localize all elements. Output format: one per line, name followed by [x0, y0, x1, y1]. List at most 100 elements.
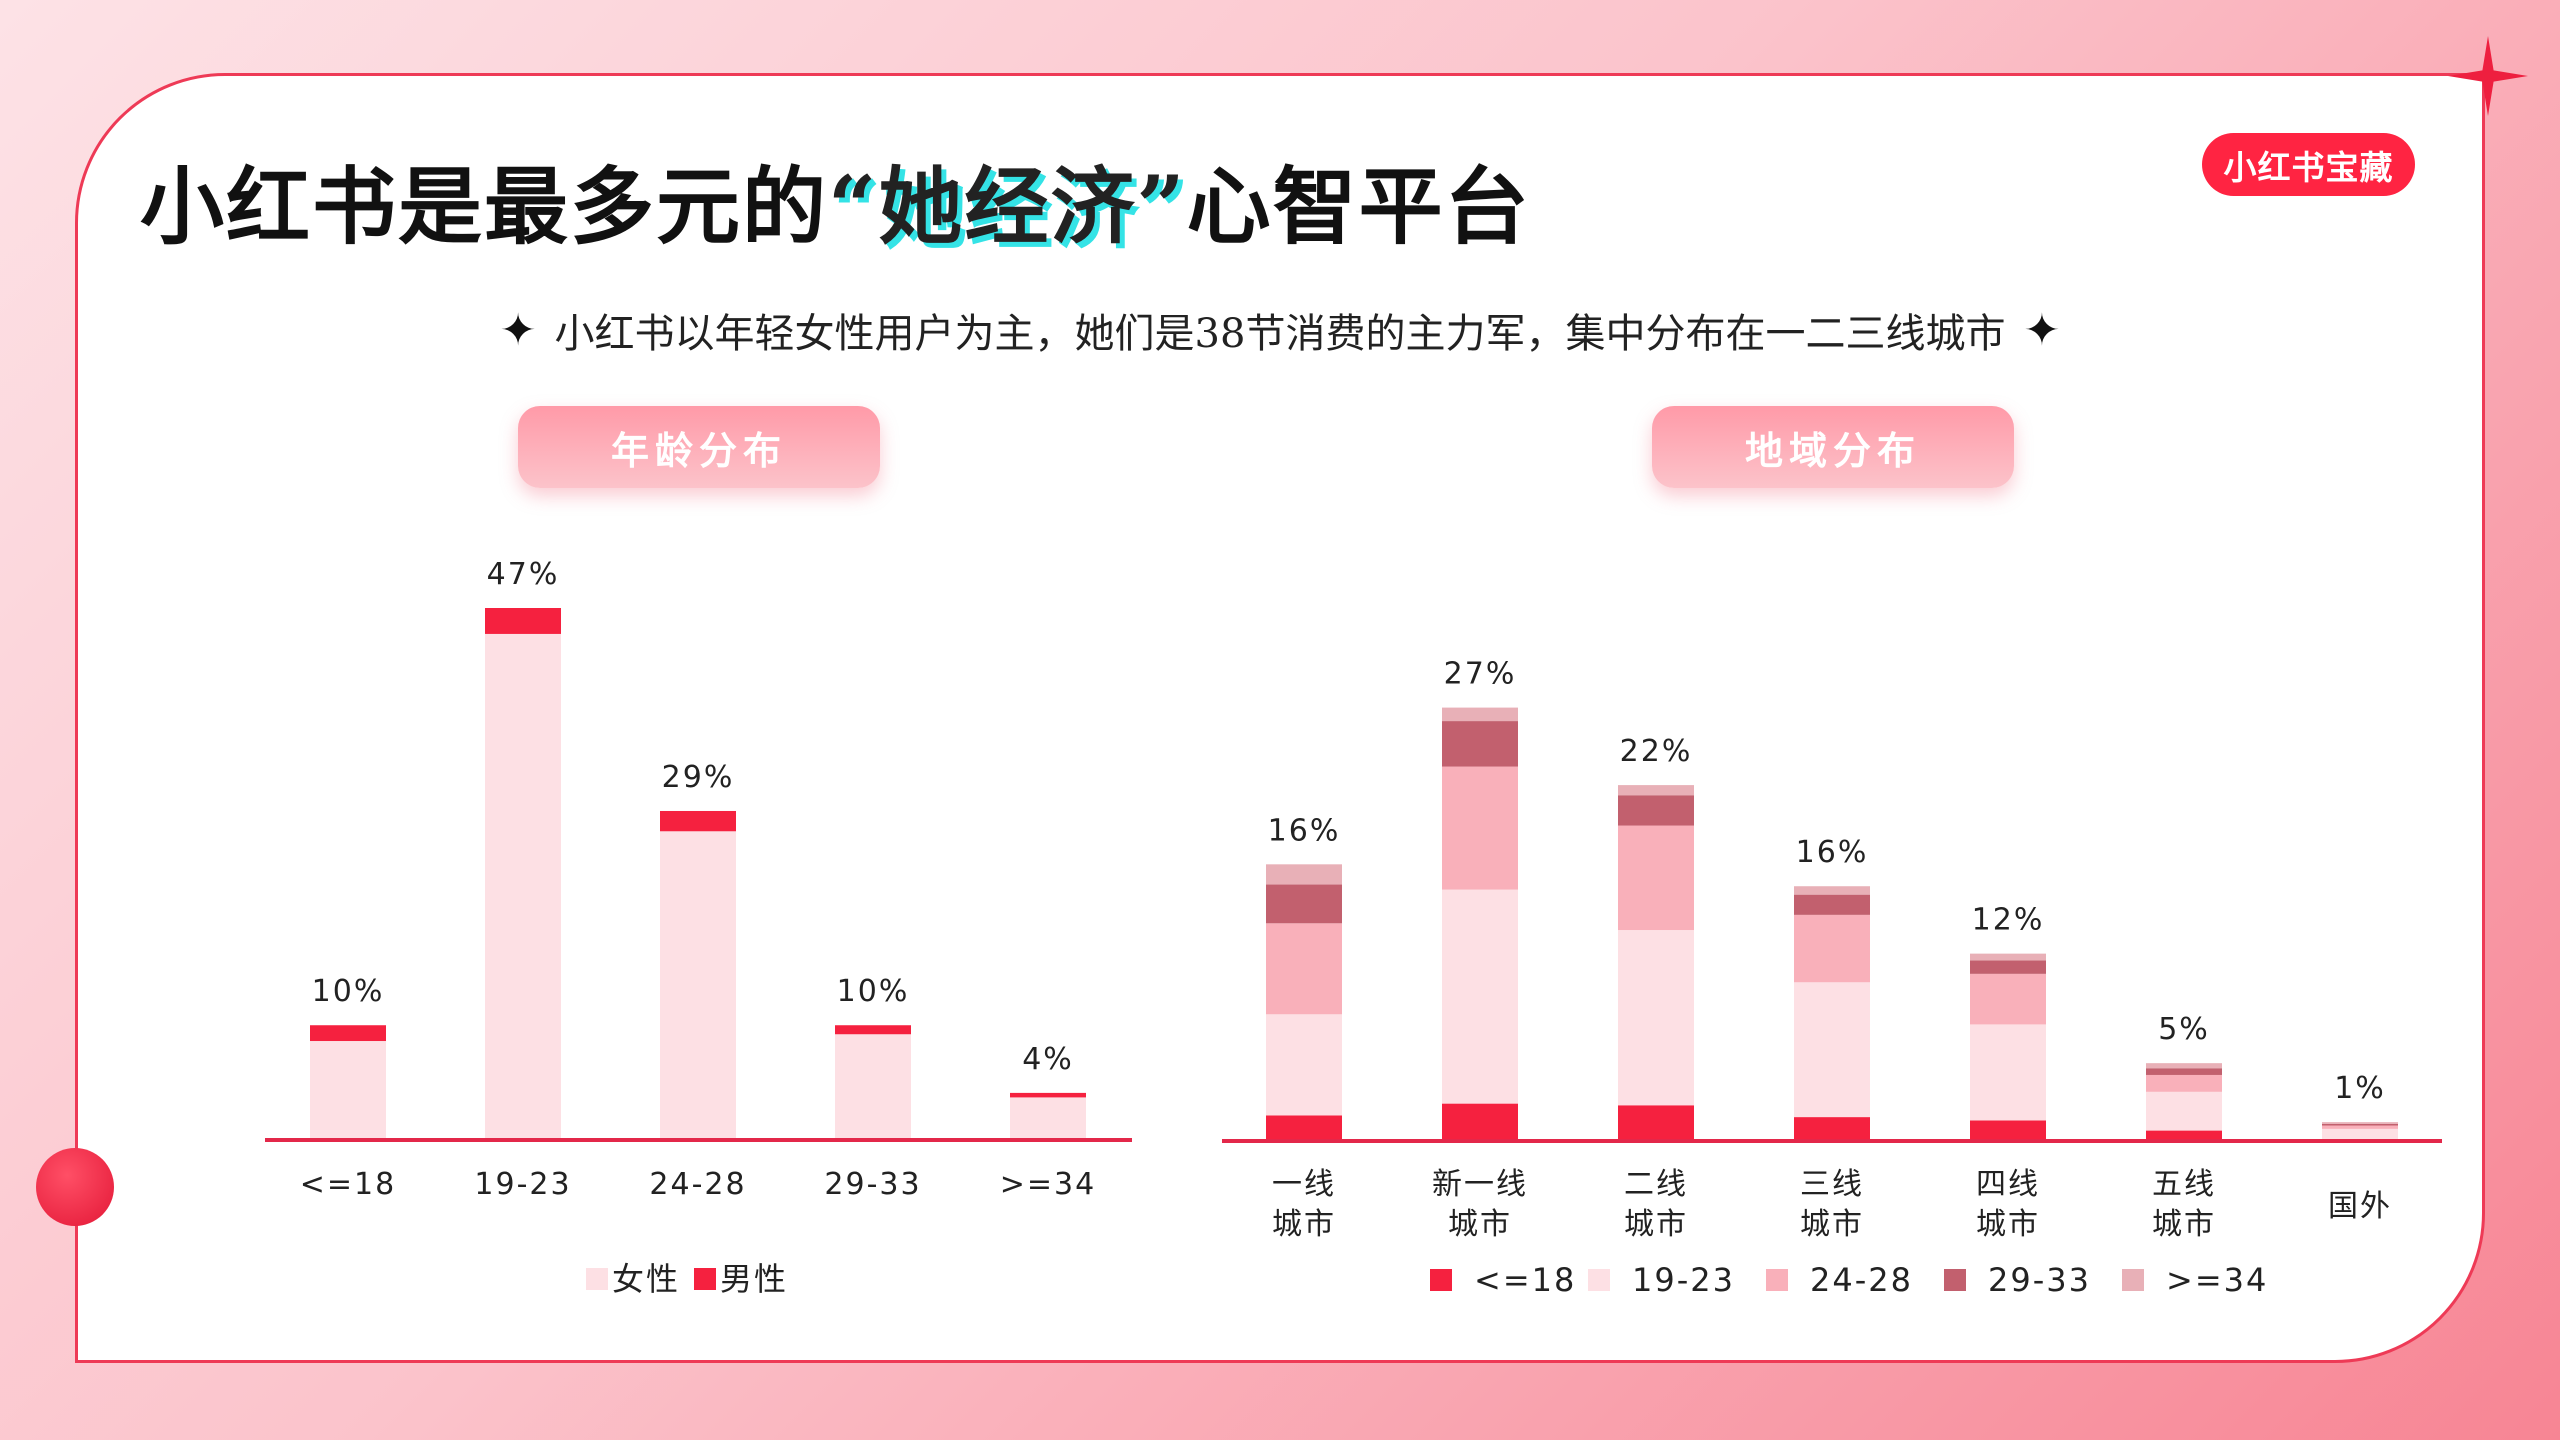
region-bar-6-4 [2322, 1122, 2398, 1124]
region-bar-4-4 [1970, 953, 2046, 961]
region-bar-3-1 [1794, 982, 1870, 1118]
region-bar-3-4 [1794, 886, 1870, 895]
subtitle: ✦ 小红书以年轻女性用户为主，她们是38节消费的主力军，集中分布在一二三线城市 … [0, 300, 2560, 360]
region-bar-1-4 [1442, 707, 1518, 722]
age-bar-1-0 [485, 633, 561, 1138]
content-card [75, 73, 2485, 1363]
region-bar-4-3 [1970, 960, 2046, 974]
region-legend-swatch-0 [1430, 1269, 1452, 1291]
region-tick-label-4-0: 四线 [1976, 1167, 2040, 1202]
region-bar-1-3 [1442, 721, 1518, 767]
region-data-label-0: 16% [1268, 813, 1341, 848]
region-data-label-1: 27% [1444, 657, 1517, 692]
age-tick-label-2: 24-28 [649, 1167, 746, 1202]
region-tick-label-1-1: 城市 [1448, 1207, 1512, 1242]
region-tick-label-1-0: 新一线 [1432, 1167, 1528, 1202]
region-tick-label-0-0: 一线 [1272, 1167, 1336, 1202]
sparkle-right-icon: ✦ [2023, 304, 2061, 356]
region-bar-2-1 [1618, 930, 1694, 1106]
region-bar-1-0 [1442, 1103, 1518, 1139]
region-bar-3-3 [1794, 894, 1870, 915]
age-bar-4-1 [1010, 1092, 1086, 1098]
region-legend-label-1: 19-23 [1632, 1261, 1735, 1299]
region-tick-label-2-1: 城市 [1624, 1207, 1688, 1242]
age-bar-0-1 [310, 1025, 386, 1042]
age-data-label-1: 47% [487, 557, 560, 592]
region-bar-3-0 [1794, 1117, 1870, 1139]
region-bar-5-2 [2146, 1074, 2222, 1092]
region-section-title: 地域分布 [1652, 406, 2014, 488]
page-title: 小红书是最多元的“她经济”心智平台 [140, 140, 1531, 261]
age-bar-4-0 [1010, 1097, 1086, 1138]
title-highlight: “她经济” [828, 157, 1187, 256]
region-bar-5-0 [2146, 1130, 2222, 1139]
age-bar-3-1 [835, 1025, 911, 1035]
region-legend-label-4: >=34 [2166, 1261, 2268, 1299]
brand-logo: 小红书宝藏 [2202, 133, 2415, 196]
age-legend-swatch-0 [586, 1268, 608, 1290]
region-data-label-5: 5% [2158, 1012, 2210, 1047]
region-tick-label-3-0: 三线 [1800, 1167, 1864, 1202]
age-tick-label-4: >=34 [1000, 1167, 1096, 1202]
region-legend-label-3: 29-33 [1988, 1261, 2091, 1299]
age-bar-2-1 [660, 810, 736, 832]
age-bar-0-0 [310, 1041, 386, 1138]
age-legend-swatch-1 [694, 1268, 716, 1290]
region-tick-label-4-1: 城市 [1976, 1207, 2040, 1242]
region-bar-2-4 [1618, 785, 1694, 796]
region-bar-0-3 [1266, 884, 1342, 924]
region-bar-2-2 [1618, 825, 1694, 931]
region-legend-label-2: 24-28 [1810, 1261, 1913, 1299]
age-section-title: 年龄分布 [518, 406, 880, 488]
region-legend-label-0: <=18 [1474, 1261, 1576, 1299]
age-bar-3-0 [835, 1034, 911, 1138]
sparkle-left-icon: ✦ [499, 304, 537, 356]
subtitle-text: 小红书以年轻女性用户为主，她们是38节消费的主力军，集中分布在一二三线城市 [554, 311, 2006, 357]
region-bar-4-0 [1970, 1120, 2046, 1139]
region-legend-swatch-4 [2122, 1269, 2144, 1291]
age-data-label-3: 10% [837, 974, 910, 1009]
region-tick-label-6: 国外 [2328, 1189, 2392, 1224]
region-bar-3-2 [1794, 914, 1870, 983]
region-legend-swatch-3 [1944, 1269, 1966, 1291]
region-bar-1-1 [1442, 889, 1518, 1104]
region-tick-label-5-0: 五线 [2152, 1167, 2216, 1202]
region-bar-5-4 [2146, 1063, 2222, 1069]
age-bar-2-0 [660, 831, 736, 1138]
region-legend-swatch-2 [1766, 1269, 1788, 1291]
region-tick-label-2-0: 二线 [1624, 1167, 1688, 1202]
region-data-label-6: 1% [2334, 1071, 2386, 1106]
region-tick-label-0-1: 城市 [1272, 1207, 1336, 1242]
region-bar-0-2 [1266, 923, 1342, 1015]
region-bar-4-1 [1970, 1024, 2046, 1121]
region-bar-6-3 [2322, 1123, 2398, 1126]
region-bar-6-2 [2322, 1125, 2398, 1129]
age-tick-label-1: 19-23 [474, 1167, 571, 1202]
region-bar-4-2 [1970, 973, 2046, 1025]
region-data-label-3: 16% [1796, 835, 1869, 870]
region-data-label-2: 22% [1620, 734, 1693, 769]
region-bar-0-1 [1266, 1014, 1342, 1116]
age-tick-label-0: <=18 [300, 1167, 396, 1202]
age-tick-label-3: 29-33 [824, 1167, 921, 1202]
region-bar-5-1 [2146, 1091, 2222, 1131]
region-bar-0-0 [1266, 1115, 1342, 1139]
region-legend-swatch-1 [1588, 1269, 1610, 1291]
region-bar-2-0 [1618, 1105, 1694, 1139]
region-bar-5-3 [2146, 1068, 2222, 1075]
region-bar-2-3 [1618, 795, 1694, 826]
age-legend-label-0: 女性 [612, 1260, 680, 1298]
region-tick-label-3-1: 城市 [1800, 1207, 1864, 1242]
age-data-label-4: 4% [1022, 1042, 1074, 1077]
title-part-2: 心智平台 [1186, 157, 1531, 256]
region-tick-label-5-1: 城市 [2152, 1207, 2216, 1242]
region-data-label-4: 12% [1972, 903, 2045, 938]
region-bar-1-2 [1442, 766, 1518, 890]
age-bar-1-1 [485, 608, 561, 634]
age-data-label-2: 29% [662, 760, 735, 795]
region-bar-6-1 [2322, 1128, 2398, 1139]
age-legend-label-1: 男性 [720, 1260, 788, 1298]
decorative-dot [36, 1148, 114, 1226]
region-bar-0-4 [1266, 864, 1342, 885]
